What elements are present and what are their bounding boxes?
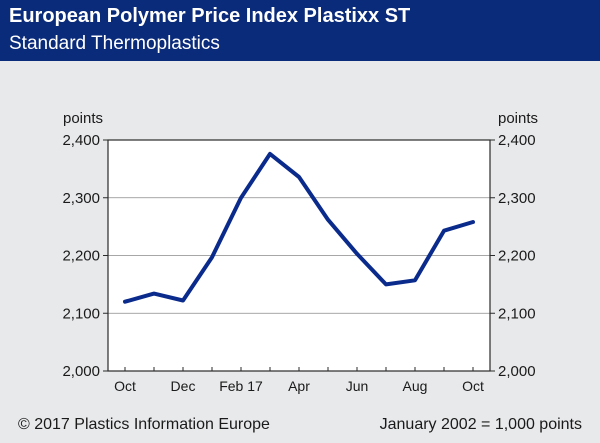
- x-tick-label: Feb 17: [219, 378, 263, 394]
- y-tick-label-left: 2,300: [62, 190, 100, 207]
- y-tick-label-right: 2,200: [498, 248, 536, 265]
- header-bar: European Polymer Price Index Plastixx ST…: [0, 0, 600, 61]
- y-tick-label-left: 2,400: [62, 132, 100, 149]
- plot-area: 2,000 2,000 2,100 2,100 2,200 2,200 2,300 2,300…: [62, 110, 538, 394]
- y-tick-label-left: 2,200: [62, 248, 100, 265]
- y-axis-label-right: points: [498, 110, 538, 127]
- baseline-note: January 2002 = 1,000 points: [379, 416, 582, 433]
- y-tick-label-right: 2,400: [498, 132, 536, 149]
- copyright-text: © 2017 Plastics Information Europe: [18, 416, 270, 433]
- x-tick-label: Aug: [403, 378, 428, 394]
- x-tick-label: Oct: [114, 378, 136, 394]
- y-tick-label-left: 2,000: [62, 363, 100, 380]
- chart-subtitle: Standard Thermoplastics: [9, 33, 220, 54]
- x-tick-label: Dec: [171, 378, 196, 394]
- y-tick-label-right: 2,000: [498, 363, 536, 380]
- chart-area: 2,000 2,000 2,100 2,100 2,200 2,200 2,300 2,300…: [62, 110, 538, 394]
- x-tick-label: Apr: [288, 378, 310, 394]
- y-tick-label-left: 2,100: [62, 305, 100, 322]
- series-line: [123, 151, 475, 304]
- y-tick-label-right: 2,300: [498, 190, 536, 207]
- y-axis-label-left: points: [63, 110, 103, 127]
- x-tick-label: Oct: [462, 378, 484, 394]
- x-tick-label: Jun: [346, 378, 369, 394]
- y-tick-label-right: 2,100: [498, 305, 536, 322]
- chart-title: European Polymer Price Index Plastixx ST: [9, 5, 411, 27]
